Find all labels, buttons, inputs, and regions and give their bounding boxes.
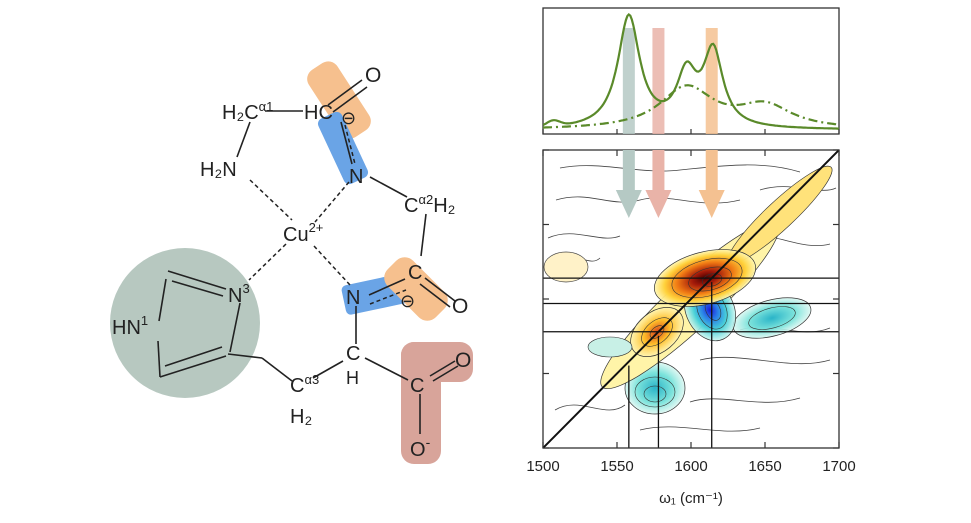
- marker-arrow-1614: [698, 150, 725, 218]
- imidazole-highlight: [110, 248, 260, 398]
- atom-c-carboxyl: C: [410, 375, 424, 397]
- x-tick-label-1550: 1550: [600, 458, 633, 475]
- atom-o-minus: O-: [410, 434, 431, 461]
- amide-highlight-mid-orange: [384, 257, 448, 321]
- charge-minus-top: ⊖: [341, 108, 356, 128]
- atom-c-lower: C: [346, 343, 360, 365]
- top-spectrum-panel: [542, 7, 840, 135]
- atom-o-mid: O: [452, 295, 468, 318]
- atom-hc: HC: [304, 102, 333, 124]
- x-tick-label-1600: 1600: [674, 458, 707, 475]
- contour-map: [543, 150, 839, 448]
- x-tick-label-1650: 1650: [748, 458, 781, 475]
- atom-c-alpha3: Cα3: [290, 372, 319, 397]
- atom-c-alpha2-h2: Cα2H₂: [404, 192, 455, 217]
- atom-h2c-alpha1: H₂Cα1: [222, 99, 273, 124]
- atom-c-carbonyl: C: [408, 262, 422, 284]
- atom-hn1: HN1: [112, 313, 148, 339]
- atom-h2-lower: H₂: [290, 406, 312, 428]
- x-axis-label: ω₁ (cm⁻¹): [659, 490, 723, 507]
- atom-o-top: O: [365, 64, 381, 87]
- amide-highlight-top-blue: [317, 111, 369, 185]
- atom-o-carboxyl: O: [455, 349, 471, 372]
- atom-n-upper: N: [349, 166, 363, 188]
- charge-minus-lower: ⊖: [400, 291, 415, 311]
- coordination-bonds: [248, 124, 407, 305]
- atom-cu: Cu2+: [283, 220, 323, 246]
- carboxyl-highlight-stem: [401, 342, 441, 464]
- top-spectrum-series-solid: [543, 13, 839, 130]
- marker-arrow-1578: [645, 150, 672, 218]
- x-tick-label-1700: 1700: [822, 458, 855, 475]
- top-spectrum-series-dash-dot: [543, 84, 839, 129]
- atom-n3: N3: [228, 281, 250, 307]
- amide-highlight-top-orange: [307, 61, 371, 139]
- bonds: [157, 79, 459, 434]
- atom-h-lower: H: [346, 368, 359, 388]
- atom-h2n: H₂N: [200, 159, 237, 181]
- peak-negative-left: [587, 336, 633, 358]
- atom-n-lower: N: [346, 287, 360, 309]
- molecule-structure: H₂Cα1 HC O ⊖ H₂N N Cα2H₂ Cu2+ N3 HN1 N C…: [110, 61, 473, 464]
- diagonal-line: [543, 150, 839, 448]
- marker-arrow-1558: [615, 150, 642, 218]
- peak-weak-left: [543, 251, 589, 283]
- x-tick-label-1500: 1500: [526, 458, 559, 475]
- peak-negative-right: [732, 297, 812, 339]
- main-2d-panel: 1500 1550 1600 1650 1700 ω₁ (cm⁻¹): [526, 129, 856, 507]
